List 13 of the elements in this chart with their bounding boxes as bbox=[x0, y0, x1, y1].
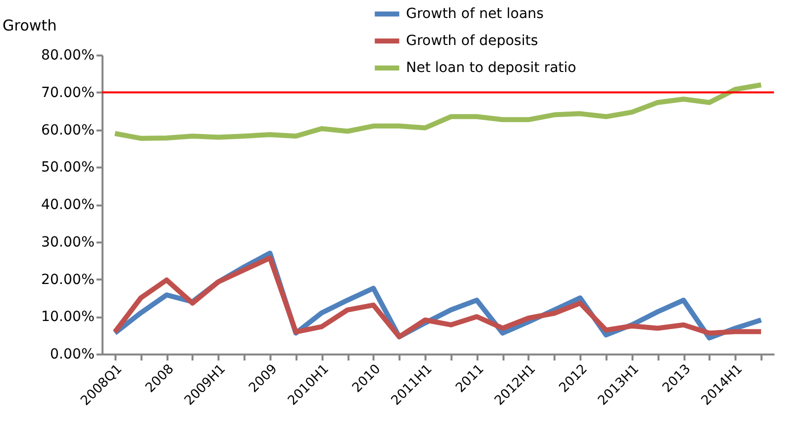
y-tick-label: 60.00% bbox=[41, 122, 94, 138]
y-tick-label: 70.00% bbox=[41, 84, 94, 101]
legend-label: Net loan to deposit ratio bbox=[406, 60, 576, 76]
y-tick-label: 40.00% bbox=[41, 197, 94, 213]
y-tick-label: 50.00% bbox=[41, 160, 94, 176]
y-tick-label: 80.00% bbox=[41, 48, 94, 64]
legend-label: Growth of net loans bbox=[406, 6, 544, 22]
y-axis-title: Growth bbox=[2, 16, 57, 34]
y-tick-label: 0.00% bbox=[50, 346, 94, 362]
y-tick-label: 20.00% bbox=[41, 272, 94, 288]
legend-label: Growth of deposits bbox=[406, 33, 538, 49]
y-tick-label: 30.00% bbox=[41, 234, 94, 250]
y-tick-label: 10.00% bbox=[41, 309, 94, 326]
